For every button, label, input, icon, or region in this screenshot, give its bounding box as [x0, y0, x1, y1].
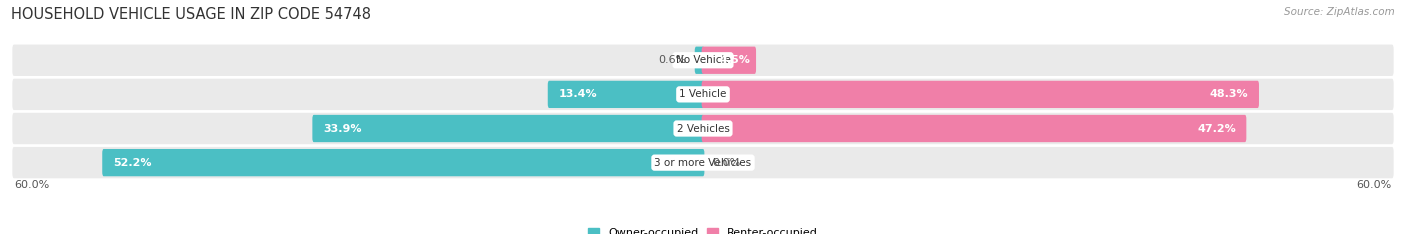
- FancyBboxPatch shape: [13, 79, 1393, 110]
- Text: 4.5%: 4.5%: [720, 55, 749, 65]
- Text: 60.0%: 60.0%: [1357, 180, 1392, 190]
- Text: 1 Vehicle: 1 Vehicle: [679, 89, 727, 99]
- Text: 2 Vehicles: 2 Vehicles: [676, 124, 730, 134]
- FancyBboxPatch shape: [13, 44, 1393, 76]
- Text: 33.9%: 33.9%: [323, 124, 361, 134]
- FancyBboxPatch shape: [312, 115, 704, 142]
- Text: 52.2%: 52.2%: [112, 158, 152, 168]
- Text: HOUSEHOLD VEHICLE USAGE IN ZIP CODE 54748: HOUSEHOLD VEHICLE USAGE IN ZIP CODE 5474…: [11, 7, 371, 22]
- FancyBboxPatch shape: [695, 47, 704, 74]
- Text: 0.0%: 0.0%: [713, 158, 741, 168]
- FancyBboxPatch shape: [13, 113, 1393, 144]
- Text: 3 or more Vehicles: 3 or more Vehicles: [654, 158, 752, 168]
- Text: 60.0%: 60.0%: [14, 180, 49, 190]
- FancyBboxPatch shape: [13, 147, 1393, 178]
- Text: Source: ZipAtlas.com: Source: ZipAtlas.com: [1284, 7, 1395, 17]
- Text: 47.2%: 47.2%: [1197, 124, 1236, 134]
- Text: 13.4%: 13.4%: [558, 89, 598, 99]
- FancyBboxPatch shape: [103, 149, 704, 176]
- Text: 48.3%: 48.3%: [1209, 89, 1249, 99]
- FancyBboxPatch shape: [702, 81, 1258, 108]
- FancyBboxPatch shape: [702, 47, 756, 74]
- FancyBboxPatch shape: [548, 81, 704, 108]
- Legend: Owner-occupied, Renter-occupied: Owner-occupied, Renter-occupied: [588, 227, 818, 234]
- Text: 0.6%: 0.6%: [658, 55, 688, 65]
- FancyBboxPatch shape: [702, 115, 1246, 142]
- Text: No Vehicle: No Vehicle: [675, 55, 731, 65]
